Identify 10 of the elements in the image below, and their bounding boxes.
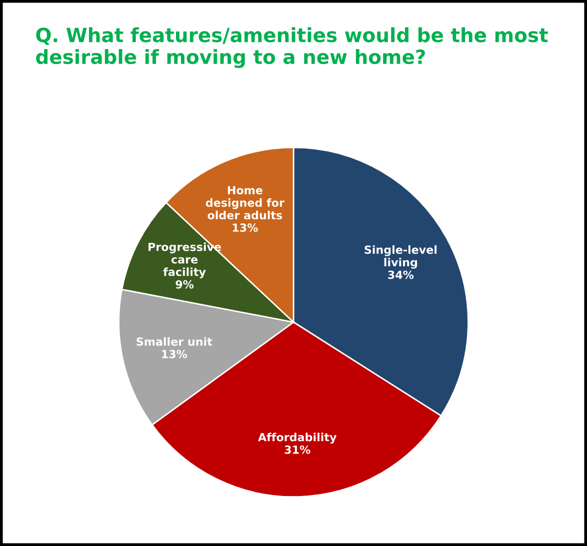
data-label: 34% <box>388 270 414 279</box>
chart-title: Q. What features/amenities would be the most desirable if moving to a new home? <box>36 27 548 68</box>
data-label: 31% <box>284 445 310 454</box>
slice-label: Single-level living <box>364 245 437 269</box>
data-label: 9% <box>176 280 194 289</box>
slice-label: Smaller unit <box>136 337 212 346</box>
slice-label: Affordability <box>258 432 337 444</box>
slice-label: Home designed for older adults <box>206 186 284 220</box>
data-label: 13% <box>162 350 188 358</box>
data-label: 13% <box>232 223 258 232</box>
